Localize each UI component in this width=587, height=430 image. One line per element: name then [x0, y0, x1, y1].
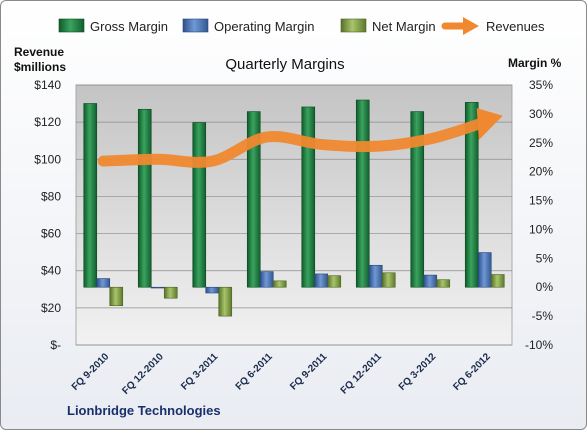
gross-margin-bar[interactable] — [464, 102, 479, 288]
x-tick-label: FQ 6-2012 — [451, 351, 493, 393]
legend-item-revenues[interactable]: Revenues — [441, 17, 545, 35]
net-margin-bar[interactable] — [327, 275, 342, 288]
operating-margin-bar[interactable] — [150, 286, 165, 289]
gross-margin-bar[interactable] — [246, 111, 261, 288]
x-tick-label: FQ 9-2010 — [70, 351, 112, 393]
bars — [83, 99, 505, 317]
y-left-tick-label: $40 — [41, 264, 61, 278]
operating-margin-bar[interactable] — [368, 264, 383, 288]
legend-label-operating-margin: Operating Margin — [214, 19, 314, 34]
y-right-tick-label: 10% — [529, 222, 553, 236]
operating-margin-bar[interactable] — [423, 274, 438, 288]
net-margin-bar[interactable] — [490, 274, 505, 288]
net-margin-bar[interactable] — [436, 279, 451, 288]
operating-margin-bar[interactable] — [259, 271, 274, 288]
operating-margin-bar[interactable] — [477, 252, 492, 288]
y-right-tick-label: 5% — [536, 251, 554, 265]
y-right-tick-label: 20% — [529, 165, 553, 179]
y-left-tick-label: $80 — [41, 189, 61, 203]
legend-label-gross-margin: Gross Margin — [90, 19, 168, 34]
y-left-axis-title-line2: $millions — [14, 60, 66, 74]
y-right-tick-label: 0% — [536, 280, 554, 294]
revenue-arrowhead-icon — [476, 108, 503, 141]
y-left-axis: $- $20 $40 $60 $80 $100 $120 $140 — [34, 78, 61, 352]
legend-swatch-operating-margin — [182, 18, 209, 33]
y-left-tick-label: $- — [50, 338, 61, 352]
legend: Gross Margin Operating Margin Net Margin… — [58, 17, 545, 35]
revenue-line-path[interactable] — [97, 118, 485, 168]
chart-title: Quarterly Margins — [225, 56, 344, 73]
gross-margin-bar[interactable] — [137, 108, 152, 288]
x-tick-label: FQ 12-2011 — [339, 351, 384, 396]
y-left-tick-label: $140 — [34, 78, 61, 92]
y-left-axis-title-line1: Revenue — [14, 45, 64, 59]
y-left-tick-label: $20 — [41, 301, 61, 315]
y-right-tick-label: 35% — [529, 78, 553, 92]
company-name: Lionbridge Technologies — [67, 403, 221, 418]
legend-label-net-margin: Net Margin — [372, 19, 436, 34]
x-tick-label: FQ 3-2011 — [179, 351, 220, 392]
y-right-axis: -10% -5% 0% 5% 10% 15% 20% 25% 30% 35% — [525, 78, 553, 352]
y-right-axis-title: Margin % — [508, 56, 562, 70]
net-margin-bar[interactable] — [109, 286, 124, 307]
legend-item-operating-margin[interactable]: Operating Margin — [182, 18, 314, 34]
legend-label-revenues: Revenues — [486, 19, 545, 34]
legend-item-gross-margin[interactable]: Gross Margin — [58, 18, 168, 34]
operating-margin-bar[interactable] — [314, 273, 329, 288]
x-tick-label: FQ 12-2010 — [120, 351, 166, 397]
net-margin-bar[interactable] — [381, 272, 396, 288]
gross-margin-bar[interactable] — [83, 103, 98, 288]
x-tick-label: FQ 9-2011 — [288, 351, 329, 392]
gross-margin-bar[interactable] — [410, 111, 425, 288]
y-left-tick-label: $60 — [41, 227, 61, 241]
gross-margin-bar[interactable] — [192, 122, 207, 288]
y-right-tick-label: -5% — [532, 309, 554, 323]
legend-item-net-margin[interactable]: Net Margin — [340, 18, 436, 34]
x-tick-label: FQ 6-2011 — [234, 351, 275, 392]
legend-arrow-icon — [441, 17, 479, 35]
y-right-tick-label: -10% — [525, 338, 553, 352]
y-left-tick-label: $100 — [34, 152, 61, 166]
operating-margin-bar[interactable] — [205, 286, 220, 294]
legend-swatch-net-margin — [340, 18, 367, 33]
y-right-tick-label: 15% — [529, 194, 553, 208]
x-axis: FQ 9-2010 FQ 12-2010 FQ 3-2011 FQ 6-2011 FQ … — [70, 351, 493, 397]
legend-swatch-gross-margin — [58, 18, 85, 33]
y-right-tick-label: 25% — [529, 136, 553, 150]
net-margin-bar[interactable] — [163, 286, 178, 299]
revenue-line — [97, 108, 503, 168]
net-margin-bar[interactable] — [272, 280, 287, 288]
operating-margin-bar[interactable] — [96, 278, 111, 288]
net-margin-bar[interactable] — [218, 286, 233, 317]
x-tick-label: FQ 3-2012 — [397, 351, 439, 393]
y-left-tick-label: $120 — [34, 115, 61, 129]
y-right-tick-label: 30% — [529, 107, 553, 121]
gross-margin-bar[interactable] — [301, 106, 316, 288]
gross-margin-bar[interactable] — [355, 99, 370, 288]
